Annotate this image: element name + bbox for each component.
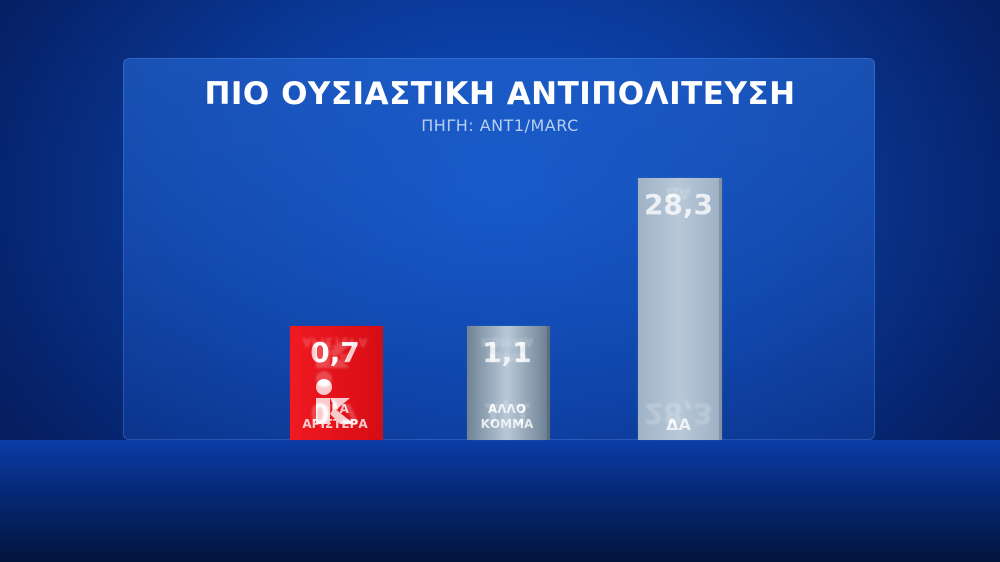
bar-category-label: ΑΛΛΟ ΚΟΜΜΑ xyxy=(480,335,534,364)
bar-value-label: 1,1 xyxy=(482,336,532,369)
bar-category-label: ΔΑ xyxy=(666,184,691,203)
floor xyxy=(0,440,1000,562)
bar: 28,3 ΔΑ xyxy=(638,178,722,440)
nea-aristera-logo-icon xyxy=(316,379,354,424)
bar-value-label: 28,3 xyxy=(643,397,714,430)
bar-value-label: 0,7 xyxy=(290,336,380,369)
bar-category-label: ΑΛΛΟ ΚΟΜΜΑ xyxy=(480,402,534,431)
bar-reflection: 0,7 ΝΕΑ ΑΡΙΣΤΕΡΑ xyxy=(290,326,383,440)
chart-subtitle: ΠΗΓΗ: ΑΝΤ1/MARC xyxy=(421,116,579,135)
bar-reflection: 1,1 ΑΛΛΟ ΚΟΜΜΑ xyxy=(467,326,550,440)
bar: 1,1 ΑΛΛΟ ΚΟΜΜΑ xyxy=(467,326,550,440)
nea-aristera-logo-icon xyxy=(316,342,354,387)
bar-category-label: ΝΕΑ ΑΡΙΣΤΕΡΑ xyxy=(302,402,368,431)
bar-category-label: ΔΑ xyxy=(666,415,691,434)
bar-reflection: 28,3 ΔΑ xyxy=(638,178,722,440)
bar-category-label: ΝΕΑ ΑΡΙΣΤΕΡΑ xyxy=(302,335,368,364)
bar-value-label: 0,7 xyxy=(310,397,360,430)
chart-title: ΠΙΟ ΟΥΣΙΑΣΤΙΚΗ ΑΝΤΙΠΟΛΙΤΕΥΣΗ xyxy=(204,76,796,112)
bar-value-label: 1,1 xyxy=(482,397,532,430)
bar-value-label: 28,3 xyxy=(643,188,714,221)
